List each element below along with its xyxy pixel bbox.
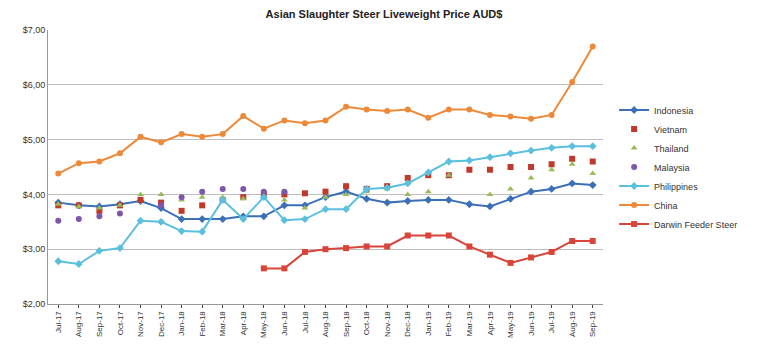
svg-text:$5,00: $5,00 — [23, 135, 46, 145]
svg-text:$7,00: $7,00 — [23, 25, 46, 35]
svg-text:Dec-17: Dec-17 — [157, 311, 166, 337]
svg-text:Feb-19: Feb-19 — [444, 311, 453, 337]
svg-text:Dec-18: Dec-18 — [403, 311, 412, 337]
svg-text:Nov-17: Nov-17 — [136, 311, 145, 337]
svg-text:Jul-18: Jul-18 — [301, 311, 310, 333]
svg-text:Nov-18: Nov-18 — [383, 311, 392, 337]
svg-text:Aug-18: Aug-18 — [321, 311, 330, 337]
svg-text:Asian Slaughter Steer Liveweig: Asian Slaughter Steer Liveweight Price A… — [266, 8, 503, 20]
svg-text:Jun-19: Jun-19 — [527, 311, 536, 336]
svg-text:Oct-18: Oct-18 — [362, 311, 371, 336]
svg-text:Malaysia: Malaysia — [654, 163, 690, 173]
svg-text:Jul-17: Jul-17 — [54, 311, 63, 333]
svg-text:Mar-18: Mar-18 — [218, 311, 227, 337]
svg-text:Thailand: Thailand — [654, 144, 689, 154]
svg-text:May-19: May-19 — [506, 311, 515, 338]
svg-text:Sep-19: Sep-19 — [588, 311, 597, 337]
svg-text:$6,00: $6,00 — [23, 80, 46, 90]
svg-text:Apr-18: Apr-18 — [239, 311, 248, 336]
svg-text:China: China — [654, 201, 678, 211]
svg-text:Darwin Feeder Steer: Darwin Feeder Steer — [654, 220, 737, 230]
svg-text:Jul-19: Jul-19 — [547, 311, 556, 333]
svg-text:Sep-17: Sep-17 — [95, 311, 104, 337]
svg-text:$3,00: $3,00 — [23, 244, 46, 254]
svg-text:Apr-19: Apr-19 — [486, 311, 495, 336]
svg-text:Mar-19: Mar-19 — [465, 311, 474, 337]
svg-text:Sep-18: Sep-18 — [342, 311, 351, 337]
svg-text:Oct-17: Oct-17 — [116, 311, 125, 336]
svg-text:Jan-18: Jan-18 — [177, 311, 186, 336]
svg-text:Philippines: Philippines — [654, 182, 698, 192]
svg-text:May-18: May-18 — [259, 311, 268, 338]
svg-text:Indonesia: Indonesia — [654, 106, 693, 116]
svg-text:Vietnam: Vietnam — [654, 125, 687, 135]
svg-text:Jan-19: Jan-19 — [424, 311, 433, 336]
svg-text:Aug-17: Aug-17 — [74, 311, 83, 337]
svg-text:$2,00: $2,00 — [23, 299, 46, 309]
svg-text:Feb-18: Feb-18 — [198, 311, 207, 337]
svg-text:Jun-18: Jun-18 — [280, 311, 289, 336]
svg-text:Aug-19: Aug-19 — [568, 311, 577, 337]
svg-text:$4,00: $4,00 — [23, 190, 46, 200]
